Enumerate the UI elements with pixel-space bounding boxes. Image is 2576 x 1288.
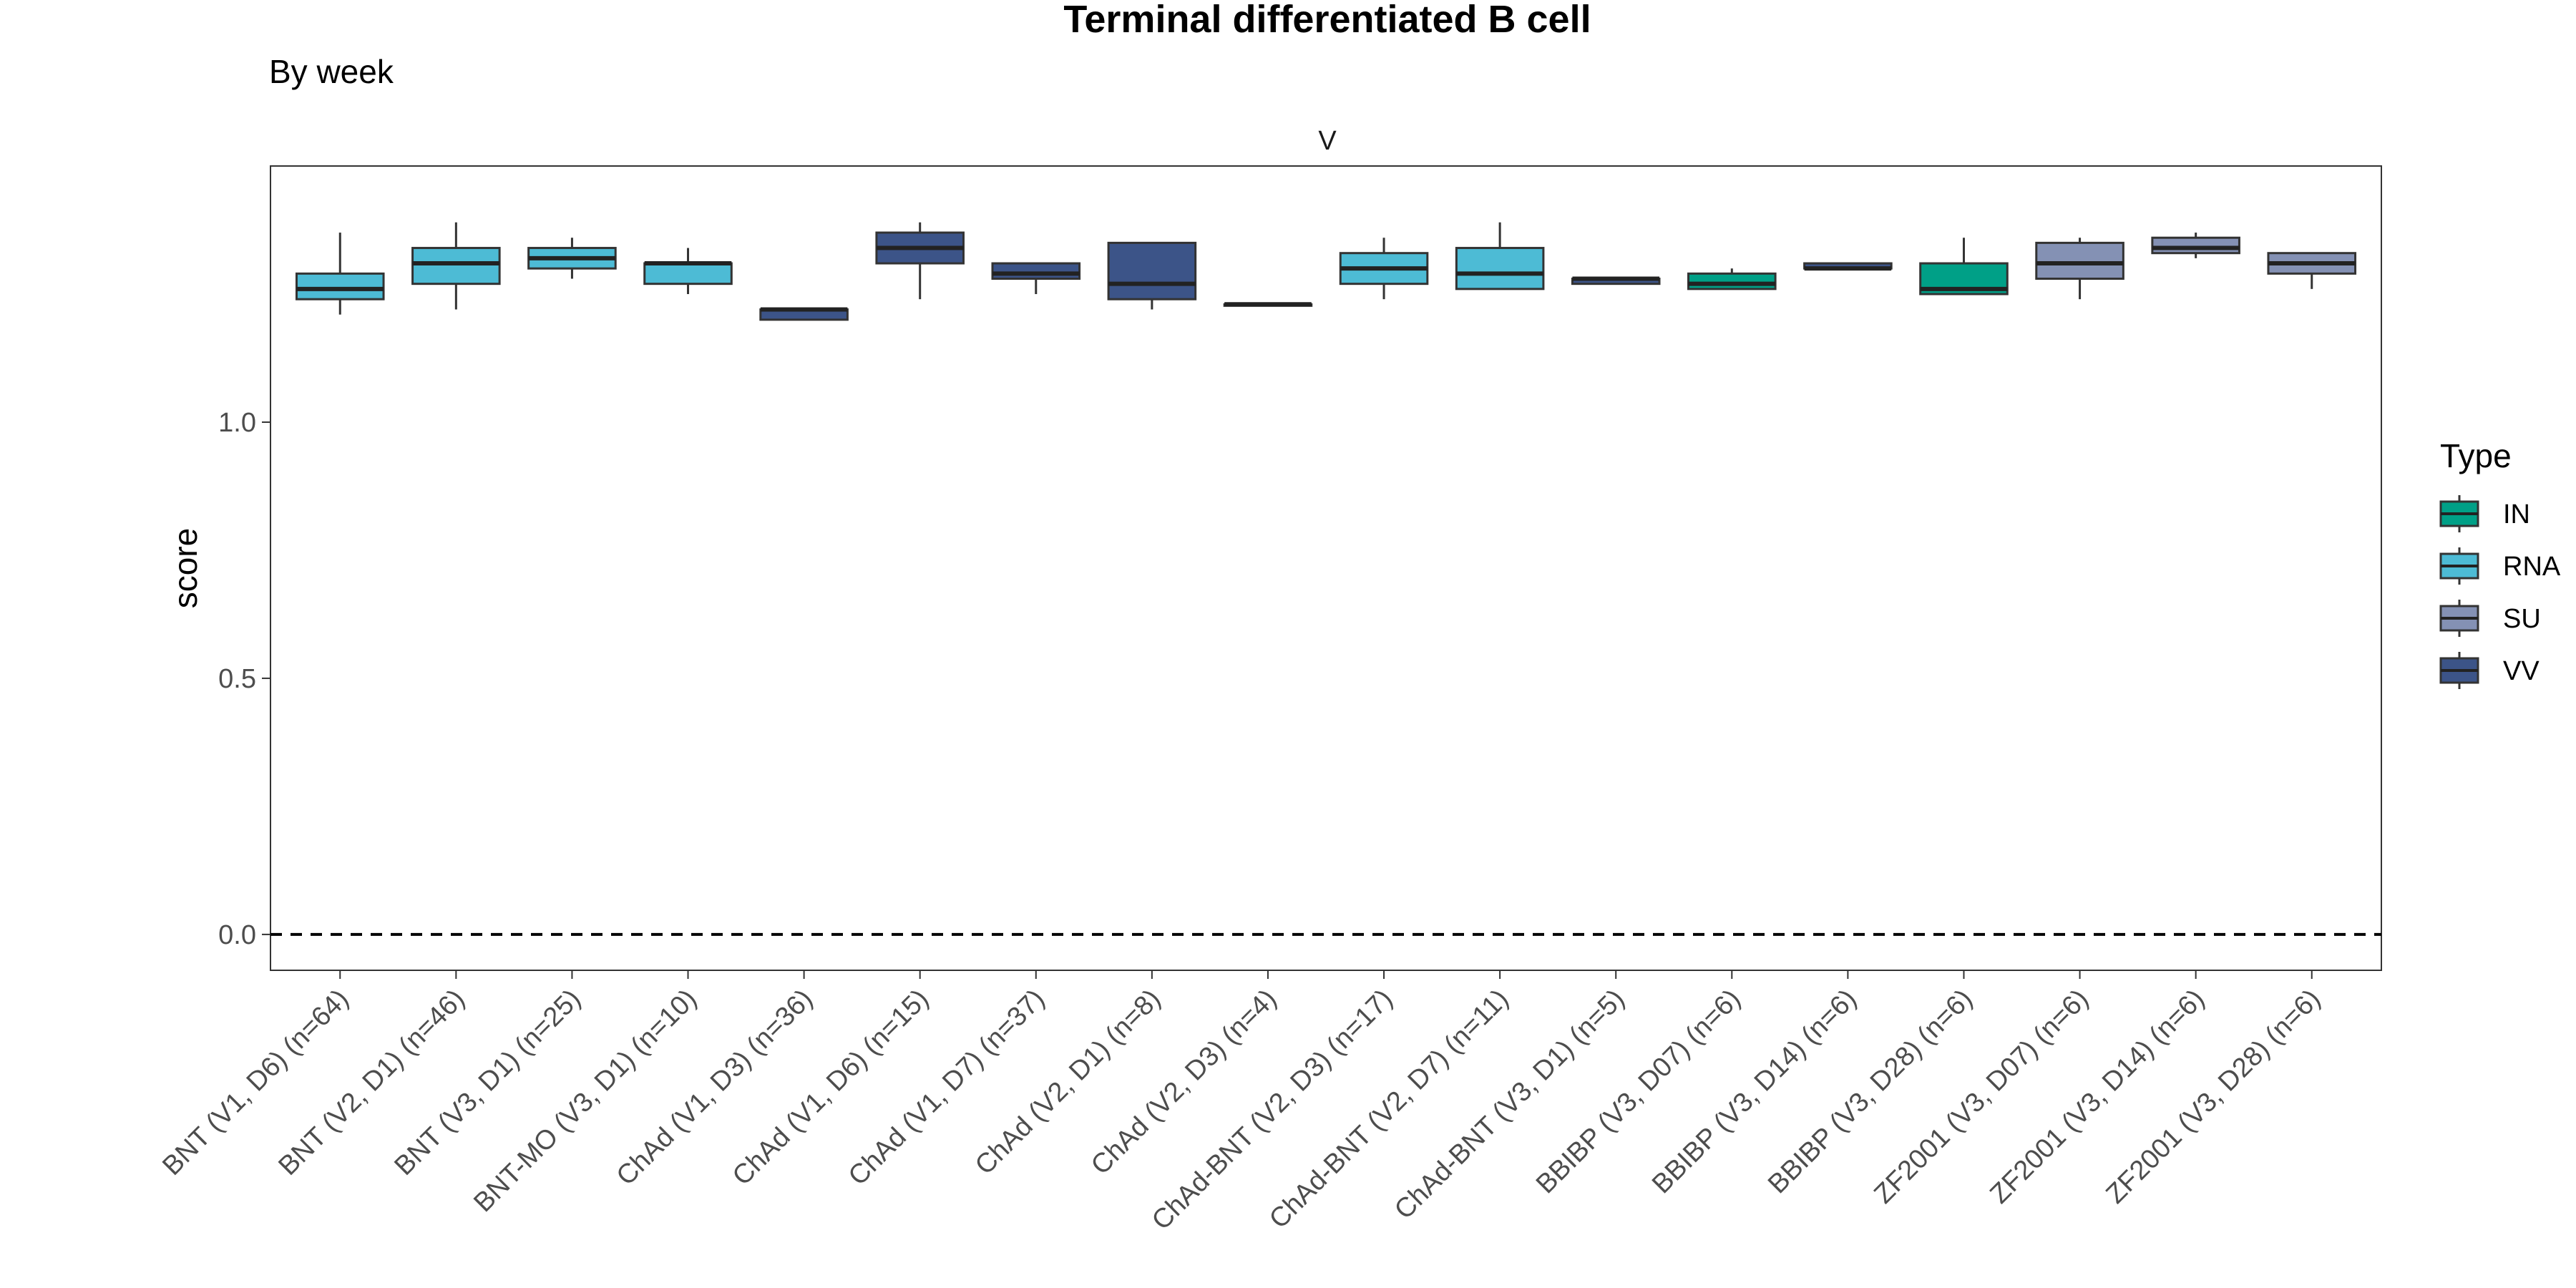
x-tick-label: BBIBP (V3, D28) (n=6) <box>1762 984 1979 1200</box>
box-body <box>295 272 385 301</box>
box-14 <box>1803 262 1893 271</box>
box-1 <box>295 233 385 315</box>
x-tick-label: ZF2001 (V3, D07) (n=6) <box>1868 984 2094 1210</box>
box-body <box>1455 247 1545 291</box>
x-tick-label: BBIBP (V3, D14) (n=6) <box>1646 984 1863 1200</box>
x-tick-label: BNT-MO (V3, D1) (n=10) <box>468 984 703 1219</box>
y-tick-label: 1.0 <box>218 408 256 438</box>
box-body <box>2035 241 2124 280</box>
legend-item-su: SU <box>2439 600 2541 637</box>
y-axis: 0.0 0.5 1.0 <box>218 408 270 950</box>
box-18 <box>2267 252 2357 289</box>
box-5 <box>759 307 849 321</box>
box-9 <box>1223 302 1313 307</box>
x-tick-label: ChAd (V1, D6) (n=15) <box>727 984 935 1191</box>
box-3 <box>527 238 617 279</box>
facet-strip-label: V <box>1318 126 1337 156</box>
box-2 <box>411 222 501 310</box>
x-tick-label: BNT (V1, D6) (n=64) <box>157 984 354 1181</box>
x-tick-label: BNT (V3, D1) (n=25) <box>389 984 586 1181</box>
legend-label: SU <box>2503 604 2541 634</box>
box-body <box>991 262 1081 280</box>
plot-panel <box>270 165 2382 971</box>
y-tick-label: 0.5 <box>218 664 256 694</box>
box-11 <box>1455 222 1545 291</box>
box-body <box>411 247 501 286</box>
box-15 <box>1919 238 2009 296</box>
box-8 <box>1107 241 1197 310</box>
legend-item-rna: RNA <box>2439 547 2561 585</box>
legend-item-in: IN <box>2439 495 2530 532</box>
legend-label: RNA <box>2503 552 2561 582</box>
box-body <box>643 262 733 286</box>
legend: Type IN RNA SU VV <box>2439 437 2561 689</box>
box-13 <box>1687 268 1777 291</box>
box-17 <box>2151 233 2240 258</box>
chart-title: Terminal differentiated B cell <box>1063 0 1591 41</box>
legend-label: VV <box>2503 656 2540 686</box>
x-tick-label: ZF2001 (V3, D28) (n=6) <box>2100 984 2326 1210</box>
box-6 <box>875 222 965 300</box>
box-12 <box>1571 276 1661 286</box>
chart-subtitle: By week <box>269 53 394 90</box>
box-body <box>2151 236 2240 255</box>
box-7 <box>991 262 1081 294</box>
x-tick-label: ZF2001 (V3, D14) (n=6) <box>1984 984 2210 1210</box>
box-10 <box>1339 238 1429 300</box>
legend-title: Type <box>2440 437 2512 474</box>
y-axis-label: score <box>167 528 204 608</box>
x-tick-label: ChAd (V1, D7) (n=37) <box>843 984 1050 1191</box>
x-tick-label: ChAd (V1, D3) (n=36) <box>611 984 819 1191</box>
legend-label: IN <box>2503 499 2530 530</box>
y-tick-label: 0.0 <box>218 920 256 950</box>
box-4 <box>643 248 733 294</box>
x-tick-label: ChAd-BNT (V2, D7) (n=11) <box>1264 984 1515 1235</box>
x-tick-label: ChAd-BNT (V2, D3) (n=17) <box>1146 984 1399 1236</box>
x-tick-label: BBIBP (V3, D07) (n=6) <box>1531 984 1747 1200</box>
x-tick-label: ChAd-BNT (V3, D1) (n=5) <box>1389 984 1631 1226</box>
x-axis: BNT (V1, D6) (n=64)BNT (V2, D1) (n=46)BN… <box>157 970 2326 1236</box>
box-body <box>1687 272 1777 291</box>
box-body <box>1107 241 1197 301</box>
boxplot-group <box>295 222 2357 321</box>
x-tick-label: BNT (V2, D1) (n=46) <box>273 984 470 1181</box>
legend-item-vv: VV <box>2439 652 2540 689</box>
box-16 <box>2035 238 2124 300</box>
